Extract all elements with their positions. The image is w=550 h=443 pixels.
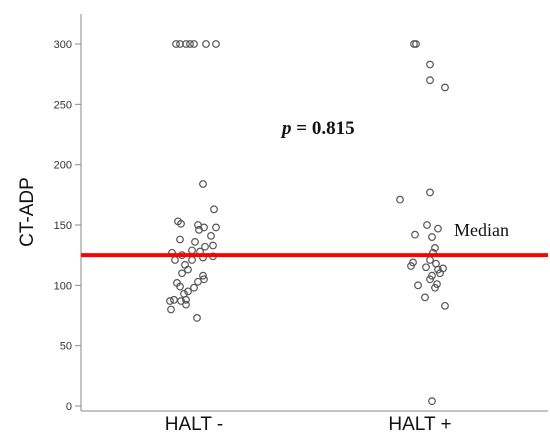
data-point	[209, 241, 217, 250]
data-point	[190, 40, 198, 48]
y-tick-label: 200	[54, 160, 72, 172]
data-point	[181, 260, 189, 269]
data-point	[190, 283, 198, 292]
data-point	[421, 293, 429, 302]
axis-layer: 0 50 100 150 200 250 300 HALT - HALT +	[54, 14, 548, 435]
y-tick-label: 100	[54, 280, 72, 292]
points-layer	[166, 40, 449, 406]
data-point	[428, 397, 436, 406]
data-point	[172, 40, 180, 48]
y-tick-label: 300	[54, 39, 72, 51]
data-point	[414, 281, 422, 290]
data-point	[434, 224, 442, 233]
data-point	[426, 60, 434, 69]
data-point	[178, 269, 186, 278]
data-point	[431, 244, 439, 252]
data-point	[411, 230, 419, 239]
data-point	[166, 297, 174, 305]
data-point	[441, 301, 449, 310]
p-value-annotation: p = 0.815	[280, 118, 355, 139]
data-point	[170, 295, 178, 304]
y-axis-label: CT-ADP	[17, 177, 38, 247]
x-category-label: HALT +	[388, 414, 451, 435]
data-point	[210, 205, 218, 214]
data-point	[212, 40, 220, 48]
data-point	[182, 295, 190, 304]
data-point	[182, 40, 190, 48]
data-point	[428, 233, 436, 241]
data-point	[184, 287, 192, 296]
p-value-text: = 0.815	[292, 118, 355, 139]
x-category-label: HALT -	[165, 414, 223, 435]
median-label: Median	[454, 220, 509, 240]
data-point	[201, 242, 209, 251]
data-point	[184, 265, 192, 274]
data-point	[188, 246, 196, 255]
y-tick-label: 0	[66, 401, 72, 413]
data-point	[426, 256, 434, 264]
data-point	[431, 283, 439, 292]
data-point	[177, 297, 185, 305]
y-tick-label: 50	[60, 341, 72, 353]
data-point	[426, 275, 434, 284]
data-point	[407, 262, 415, 270]
data-point	[426, 188, 434, 197]
data-point	[202, 40, 210, 48]
data-point	[426, 76, 434, 85]
data-point	[188, 256, 196, 264]
p-value-symbol: p	[280, 118, 292, 139]
data-point	[182, 300, 190, 309]
data-point	[412, 40, 420, 48]
data-point	[212, 223, 220, 232]
data-point	[176, 40, 184, 48]
data-point	[436, 269, 444, 278]
y-tick-label: 150	[54, 220, 72, 232]
data-point	[195, 225, 203, 234]
data-point	[177, 219, 185, 228]
data-point	[186, 40, 194, 48]
data-point	[191, 237, 199, 246]
data-point	[396, 195, 404, 204]
data-point	[176, 235, 184, 244]
data-point	[176, 282, 184, 291]
data-point	[199, 271, 207, 280]
data-point	[171, 256, 179, 264]
data-point	[423, 221, 431, 229]
y-tick-label: 250	[54, 99, 72, 111]
data-point	[194, 277, 202, 286]
data-point	[193, 314, 201, 322]
data-point	[199, 180, 207, 188]
data-point	[441, 83, 449, 92]
data-point	[167, 305, 175, 314]
data-point	[207, 231, 215, 240]
data-point	[422, 263, 430, 272]
